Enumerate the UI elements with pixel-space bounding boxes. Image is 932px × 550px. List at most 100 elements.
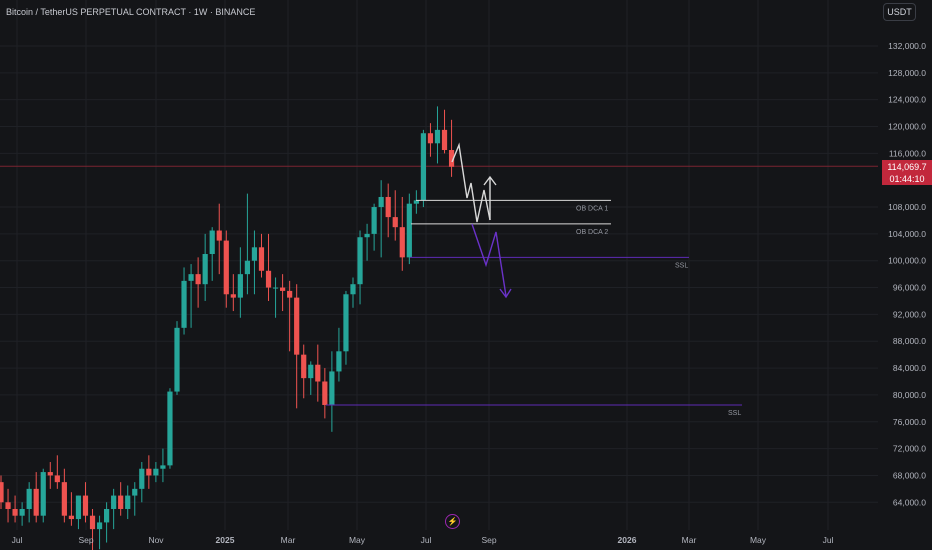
candle-body <box>47 472 53 476</box>
price-axis-tick-label: 92,000.0 <box>893 309 926 319</box>
candle-body <box>19 508 25 516</box>
candle-body <box>385 196 391 218</box>
time-axis-tick-label: Jul <box>823 535 834 545</box>
price-axis-tick-label: 100,000.0 <box>888 256 926 266</box>
candle-body <box>308 364 314 379</box>
candle-body <box>378 196 384 208</box>
candle-body <box>251 247 258 261</box>
bar-countdown: 01:44:10 <box>889 174 925 184</box>
candle-body <box>364 233 370 238</box>
time-axis-tick-label: Jul <box>421 535 432 545</box>
candle-body <box>287 290 293 298</box>
candle-body <box>104 508 110 523</box>
candle-body <box>111 495 117 509</box>
time-axis-tick-label: Sep <box>78 535 93 545</box>
time-axis-tick-label: May <box>349 535 366 545</box>
level-label: SSL <box>728 410 741 417</box>
level-label: OB DCA 1 <box>576 205 608 212</box>
current-price-label: 114,069.7 01:44:10 <box>882 160 932 185</box>
candle-body <box>146 468 152 476</box>
candle-body <box>343 294 349 352</box>
time-axis-tick-label: Jul <box>12 535 23 545</box>
candle-body <box>448 150 455 167</box>
candle-body <box>188 274 194 281</box>
time-axis-tick-label: 2025 <box>216 535 235 545</box>
arrow-head-purple <box>499 288 512 299</box>
candle-body <box>96 522 103 530</box>
price-axis-tick-label: 88,000.0 <box>893 336 926 346</box>
candle-body <box>315 364 321 382</box>
candle-body <box>61 482 67 516</box>
time-axis-tick-label: Nov <box>148 535 164 545</box>
candle-body <box>160 465 166 469</box>
candle-body <box>420 133 426 201</box>
candle-body <box>357 237 363 285</box>
candle-body <box>441 129 448 151</box>
candle-body <box>329 371 335 405</box>
price-axis-tick-label: 96,000.0 <box>893 283 926 293</box>
symbol-title: Bitcoin / TetherUS PERPETUAL CONTRACT · … <box>6 7 256 17</box>
candle-body <box>294 297 300 355</box>
drawing-annotations: OB DCA 1 OB DCA 2 SSL SSL <box>326 142 742 417</box>
candle-body <box>181 280 187 328</box>
price-axis-tick-label: 64,000.0 <box>893 497 926 507</box>
candle-body <box>132 488 138 496</box>
candle-body <box>68 515 74 520</box>
candle-body <box>139 468 145 489</box>
level-label: SSL <box>675 262 688 269</box>
candle-body <box>167 391 173 466</box>
candle-body <box>216 230 222 241</box>
candle-body <box>195 274 201 285</box>
price-axis-tick-label: 108,000.0 <box>888 202 926 212</box>
price-axis-tick-label: 128,000.0 <box>888 68 926 78</box>
candle-body <box>174 327 180 392</box>
price-axis-tick-label: 116,000.0 <box>889 148 926 158</box>
candle-body <box>40 472 46 516</box>
lightning-icon[interactable]: ⚡ <box>445 514 460 529</box>
time-axis-tick-label: May <box>750 535 767 545</box>
candle-body <box>82 495 89 516</box>
price-axis-tick-label: 68,000.0 <box>893 470 926 480</box>
candle-body <box>413 200 419 204</box>
price-axis-tick-label: 104,000.0 <box>888 229 926 239</box>
chart-grid <box>0 0 878 530</box>
candle-body <box>322 381 328 405</box>
candle-body <box>258 247 265 271</box>
candle-body <box>392 217 398 228</box>
candle-body <box>272 287 279 289</box>
candle-body <box>427 133 434 144</box>
candle-body <box>265 270 272 288</box>
candle-body <box>5 502 11 509</box>
candle-body <box>280 287 286 291</box>
candle-body <box>26 488 32 509</box>
candle-body <box>75 495 82 520</box>
arrow-head-white <box>483 175 497 186</box>
candle-body <box>406 203 412 258</box>
time-axis-tick-label: Mar <box>682 535 697 545</box>
candle-body <box>54 475 60 483</box>
candle-body <box>230 294 236 298</box>
candle-body <box>153 468 159 476</box>
candle-body <box>209 230 215 255</box>
price-axis-tick-label: 80,000.0 <box>893 390 926 400</box>
candle-body <box>0 482 4 503</box>
candle-body <box>301 354 307 379</box>
candle-body <box>223 240 229 295</box>
time-axis-tick-label: Mar <box>281 535 296 545</box>
price-axis[interactable]: 132,000.0 128,000.0 124,000.0 120,000.0 116,… <box>888 41 926 507</box>
candlestick-series <box>0 106 455 550</box>
candle-body <box>237 274 243 298</box>
candle-body <box>202 254 208 285</box>
candle-body <box>350 284 356 295</box>
price-axis-tick-label: 76,000.0 <box>893 417 926 427</box>
projection-zigzag-white <box>451 142 491 223</box>
candle-body <box>371 207 377 234</box>
candle-body <box>336 351 342 372</box>
level-label: OB DCA 2 <box>576 229 608 236</box>
currency-button[interactable]: USDT <box>883 3 916 21</box>
price-axis-tick-label: 120,000.0 <box>888 122 926 132</box>
candle-body <box>244 260 250 275</box>
time-axis[interactable]: Jul Sep Nov 2025 Mar May Jul Sep 2026 Mar May Jul <box>12 535 834 545</box>
candle-body <box>12 508 18 516</box>
